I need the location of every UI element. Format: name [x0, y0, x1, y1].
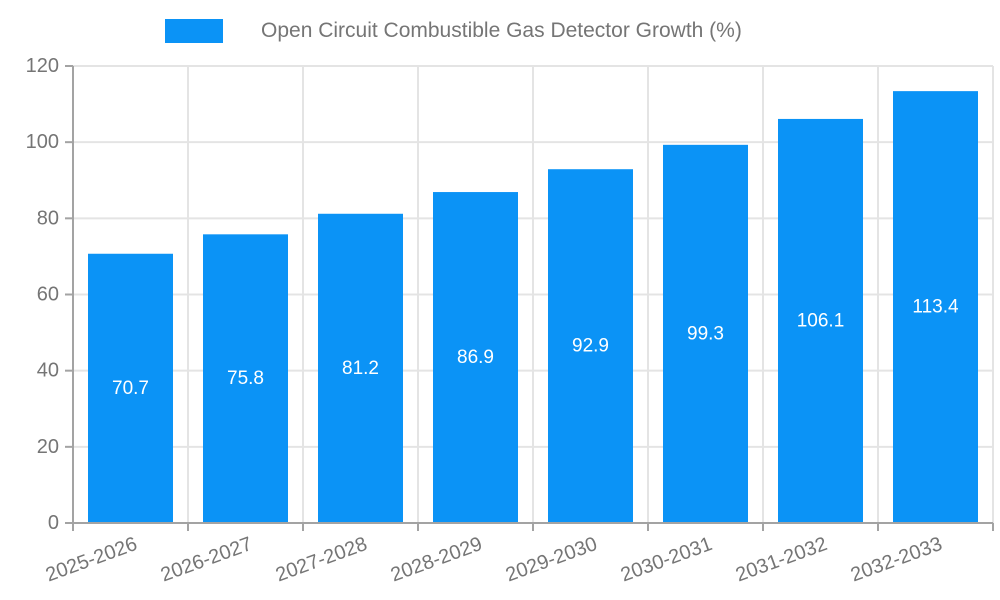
x-tick-label: 2032-2033	[848, 533, 945, 586]
bar-2027-2028	[318, 213, 403, 523]
bar-2026-2027	[203, 234, 288, 523]
x-tick-label: 2027-2028	[273, 533, 370, 586]
bar-2025-2026	[88, 253, 173, 523]
y-tick-label: 40	[37, 360, 59, 382]
legend-swatch	[165, 19, 223, 43]
bar-2029-2030	[548, 169, 633, 524]
x-tick-label: 2030-2031	[618, 533, 715, 586]
legend: Open Circuit Combustible Gas Detector Gr…	[165, 19, 742, 43]
bar-value-label: 92.9	[572, 336, 609, 357]
bar-value-label: 106.1	[797, 310, 845, 331]
bar-value-label: 113.4	[912, 297, 959, 318]
y-tick-label: 120	[26, 55, 59, 77]
bar-2028-2029	[433, 192, 518, 523]
bar-value-label: 86.9	[457, 347, 494, 368]
bar-value-label: 81.2	[342, 358, 379, 379]
bar-2030-2031	[663, 144, 748, 523]
y-tick-label: 0	[48, 512, 59, 534]
x-tick-label: 2025-2026	[43, 533, 140, 586]
legend-label: Open Circuit Combustible Gas Detector Gr…	[261, 19, 742, 42]
y-tick-label: 20	[37, 436, 59, 458]
bar-2032-2033	[893, 91, 978, 523]
x-tick-label: 2028-2029	[388, 533, 485, 586]
y-tick-label: 100	[26, 131, 59, 153]
y-tick-label: 80	[37, 207, 59, 229]
x-tick-label: 2026-2027	[158, 533, 255, 586]
y-tick-label: 60	[37, 284, 59, 306]
x-tick-label: 2029-2030	[503, 533, 600, 586]
bar-value-label: 70.7	[112, 378, 149, 399]
bar-value-label: 99.3	[687, 323, 724, 344]
bar-2031-2032	[778, 118, 863, 523]
bar-value-label: 75.8	[227, 368, 264, 389]
x-tick-label: 2031-2032	[733, 533, 830, 586]
